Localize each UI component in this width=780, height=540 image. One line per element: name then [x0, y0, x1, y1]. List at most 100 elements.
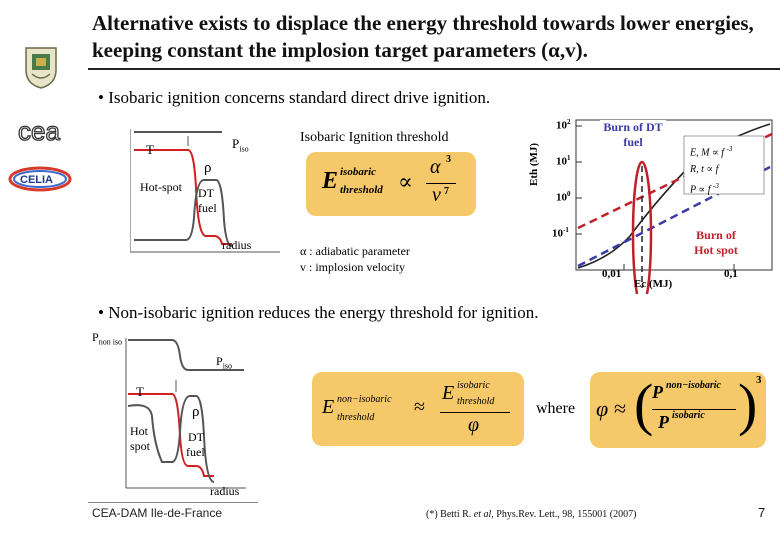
top-P-letter: P [232, 136, 240, 151]
ytick-1-base: 10 [556, 119, 567, 132]
top-hotspot-label: Hot-spot [140, 180, 182, 194]
alpha-definition: α : adiabatic parameter [300, 244, 410, 258]
ytick-4-base: 10 [552, 227, 563, 240]
burn-dt-label: Burn of DT fuel [600, 120, 666, 150]
iso-alpha-exp: 3 [446, 154, 451, 165]
slide-title: Alternative exists to displace the energ… [92, 11, 754, 62]
bottom-hot-label: Hot [130, 424, 148, 438]
ytick-3-exp: 0 [567, 190, 571, 198]
isobaric-formula-card: E isobaric threshold ∝ α 3 v 7 [306, 152, 476, 216]
top-P-iso-label: Piso [232, 136, 249, 154]
p-iso-letter: P [216, 354, 223, 368]
bottom-T-label: T [136, 384, 144, 399]
xtick-1: 0,01 [602, 268, 622, 280]
ytick-4: 10-1 [552, 226, 569, 240]
bottom-rho-label: ρ [192, 404, 200, 420]
scaling-line-2: R, t ∝ f [690, 164, 719, 175]
phi-den-sup: isobaric [672, 410, 705, 421]
plot-xlabel: Ec (MJ) [634, 278, 673, 290]
phi-num-sup: non−isobaric [666, 380, 721, 391]
phi-formula-card: φ ≈ ( ) 3 P non−isobaric P isobaric [590, 372, 766, 448]
v-definition: v : implosion velocity [300, 260, 405, 274]
bullet-isobaric: • Isobaric ignition concerns standard di… [98, 88, 491, 107]
ytick-1: 102 [556, 118, 571, 132]
scaling-1-exp: -3 [726, 145, 733, 153]
top-T-label: T [146, 142, 154, 157]
xtick-2: 0,1 [724, 268, 738, 280]
scaling-line-1: E, M ∝ f -3 [690, 145, 732, 158]
scaling-3-text: P ∝ f [690, 184, 713, 196]
iso-fraction-bar [426, 183, 456, 184]
nonisobaric-profile-figure [92, 336, 252, 494]
footer-institution: CEA-DAM Ile-de-France [92, 506, 223, 520]
iso-E: E [322, 168, 339, 194]
scaling-3-exp: -3 [712, 182, 719, 190]
phi-exp: 3 [756, 374, 762, 386]
phi-left-paren: ( [634, 372, 654, 437]
noniso-num-sub: threshold [457, 396, 495, 407]
ytick-2-base: 10 [556, 155, 567, 168]
iso-v-exp: 7 [444, 186, 449, 197]
iso-E-sub: threshold [340, 184, 383, 196]
ytick-4-exp: -1 [563, 226, 569, 234]
top-P-sub: iso [239, 144, 249, 154]
noniso-lhs-E: E [322, 396, 335, 418]
cea-logo: cea [16, 115, 68, 146]
noniso-num-E: E [442, 382, 455, 404]
top-rho-label: ρ [204, 160, 212, 176]
page-number: 7 [758, 505, 766, 520]
phi-fraction-bar [652, 409, 736, 410]
bottom-dt-label: DT [188, 430, 204, 444]
ytick-3: 100 [556, 190, 571, 204]
ytick-1-exp: 2 [567, 118, 571, 126]
burn-hot-label: Burn of Hot spot [688, 228, 744, 258]
noniso-den-phi: φ [468, 414, 480, 436]
top-fuel-label: fuel [198, 201, 217, 215]
bottom-fuel-label: fuel [186, 445, 205, 459]
footer-divider [88, 502, 258, 503]
bottom-radius-label: radius [210, 484, 240, 498]
celia-logo: CELIA [8, 164, 72, 194]
ref-suffix: , Phys.Rev. Lett., 98, 155001 (2007) [491, 509, 637, 520]
iso-E-sup: isobaric [340, 166, 377, 178]
ytick-3-base: 10 [556, 191, 567, 204]
ytick-2: 101 [556, 154, 571, 168]
scaling-line-3: P ∝ f -3 [690, 182, 719, 195]
noniso-approx: ≈ [414, 396, 425, 418]
isobaric-profile-figure [129, 128, 290, 256]
isobaric-heading: Isobaric Ignition threshold [300, 130, 449, 145]
footer-reference: (*) Betti R. et al, Phys.Rev. Lett., 98,… [426, 509, 636, 520]
ref-etal: et al [473, 509, 492, 520]
plot-ylabel: Eth (MJ) [528, 142, 540, 186]
iso-alpha: α [430, 156, 441, 178]
nonisobaric-formula-card: E non−isobaric threshold ≈ E isobaric th… [312, 372, 524, 446]
noniso-fraction-bar [440, 412, 510, 413]
noniso-lhs-sup: non−isobaric [337, 394, 392, 405]
bottom-P-noniso-label: Pnon iso [92, 330, 122, 346]
threshold-plot [520, 116, 780, 308]
p-noniso-letter: P [92, 330, 99, 344]
p-iso-sub: iso [222, 361, 233, 371]
p-noniso-sub: non iso [98, 337, 123, 347]
where-label: where [536, 400, 576, 417]
noniso-lhs-sub: threshold [337, 412, 375, 423]
scaling-1-text: E, M ∝ f [690, 147, 727, 159]
bottom-spot-label: spot [130, 439, 151, 453]
phi-symbol: φ [596, 396, 609, 421]
phi-den-P: P [658, 412, 669, 432]
university-crest-logo [22, 44, 60, 90]
phi-right-paren: ) [738, 372, 758, 437]
bottom-P-iso-label: Piso [216, 354, 232, 370]
iso-prop: ∝ [398, 169, 413, 194]
top-dt-label: DT [198, 186, 214, 200]
iso-v: v [432, 184, 441, 206]
cea-logo-text: cea [18, 116, 60, 146]
top-radius-label: radius [222, 238, 252, 252]
title-divider [88, 68, 780, 70]
noniso-num-sup: isobaric [457, 380, 490, 391]
svg-text:CELIA: CELIA [20, 174, 53, 186]
phi-num-P: P [652, 382, 663, 402]
ref-prefix: (*) Betti R. [426, 509, 474, 520]
phi-approx: ≈ [614, 396, 627, 421]
bullet-nonisobaric: • Non-isobaric ignition reduces the ener… [98, 303, 539, 322]
